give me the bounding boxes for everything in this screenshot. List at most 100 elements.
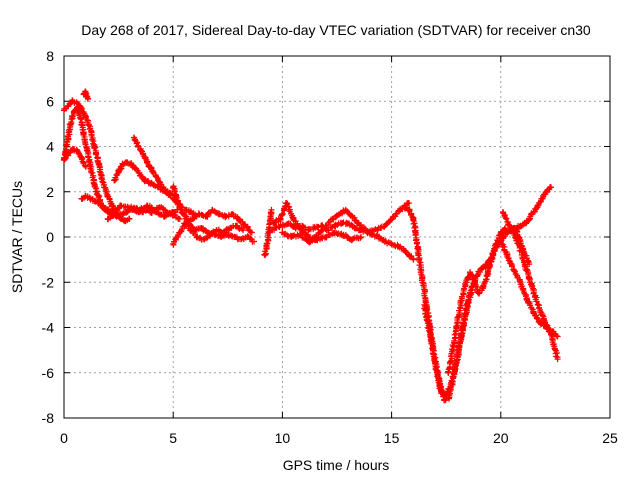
data-point: [506, 222, 513, 229]
data-point: [229, 211, 236, 218]
data-point: [87, 195, 94, 202]
data-point: [467, 270, 474, 277]
data-point: [174, 197, 181, 204]
x-tick-label: 25: [602, 430, 618, 446]
data-point: [530, 209, 537, 216]
data-point: [478, 265, 485, 272]
data-point: [65, 150, 72, 157]
data-point: [530, 308, 537, 315]
data-point: [465, 299, 472, 306]
data-point: [176, 215, 183, 222]
data-point-fill: [424, 317, 431, 324]
data-point-fill: [63, 142, 70, 149]
data-point: [95, 200, 102, 207]
data-point-fill: [85, 153, 92, 160]
data-point: [200, 236, 207, 243]
data-point: [152, 172, 159, 179]
data-point-fill: [543, 321, 550, 328]
data-point: [270, 220, 277, 227]
data-point-fill: [320, 226, 327, 233]
data-point-fill: [533, 298, 540, 305]
y-tick-label: -4: [42, 320, 55, 336]
data-point: [91, 143, 98, 150]
data-point: [382, 238, 389, 245]
data-point: [371, 227, 378, 234]
data-point: [279, 229, 286, 236]
data-point: [388, 240, 395, 247]
data-point: [454, 319, 461, 326]
data-point: [170, 211, 177, 218]
y-axis-label: SDTVAR / TECUs: [9, 181, 25, 293]
data-point: [543, 188, 550, 195]
x-tick-label: 10: [275, 430, 291, 446]
data-point: [69, 145, 76, 152]
y-tick-label: 8: [46, 48, 54, 64]
data-point: [61, 157, 67, 164]
data-point: [80, 129, 87, 136]
data-point: [312, 224, 319, 231]
data-point: [207, 231, 214, 238]
data-point: [410, 215, 417, 222]
data-point: [69, 98, 76, 105]
data-point: [124, 204, 131, 211]
data-point: [279, 222, 286, 229]
data-point: [77, 114, 84, 121]
data-point: [67, 120, 74, 127]
data-point: [226, 224, 233, 231]
data-point: [344, 220, 351, 227]
x-tick-label: 15: [384, 430, 400, 446]
data-point-fill: [62, 155, 69, 162]
data-point: [91, 197, 98, 204]
data-point: [517, 222, 524, 229]
data-point: [336, 211, 343, 218]
data-point: [78, 195, 85, 202]
data-point: [178, 209, 185, 216]
data-point: [104, 215, 111, 222]
data-point: [510, 267, 517, 274]
data-point: [161, 186, 168, 193]
data-point: [157, 204, 164, 211]
data-point-fill: [136, 169, 143, 176]
data-point-fill: [503, 215, 510, 222]
data-point: [513, 227, 520, 234]
data-point: [342, 206, 349, 213]
data-point: [526, 215, 533, 222]
data-point: [421, 301, 428, 308]
data-point: [176, 229, 183, 236]
data-point: [338, 220, 345, 227]
data-point: [548, 184, 555, 191]
data-point: [65, 102, 72, 109]
data-point: [285, 220, 292, 227]
data-point: [146, 179, 153, 186]
data-point: [451, 365, 458, 372]
data-point: [82, 163, 89, 170]
data-point: [202, 213, 209, 220]
data-point: [406, 200, 413, 207]
data-point: [170, 240, 177, 247]
data-point: [189, 215, 196, 222]
data-point: [119, 161, 126, 168]
data-point: [521, 220, 528, 227]
data-points: [60, 88, 561, 404]
data-point-fill: [516, 278, 523, 285]
data-point: [216, 211, 223, 218]
data-point: [272, 224, 279, 231]
data-point: [419, 274, 426, 281]
data-point: [224, 231, 231, 238]
data-point: [220, 229, 227, 236]
data-point: [539, 195, 546, 202]
data-point: [261, 252, 268, 259]
data-point: [406, 206, 413, 213]
data-point: [124, 159, 131, 166]
data-point: [74, 105, 81, 112]
data-point: [316, 229, 323, 236]
data-point: [526, 261, 533, 268]
data-point-fill: [486, 261, 493, 268]
data-point: [395, 243, 402, 250]
data-point: [111, 211, 118, 218]
data-point: [430, 347, 437, 354]
data-point: [90, 177, 97, 184]
data-point: [242, 222, 249, 229]
data-point: [213, 227, 220, 234]
